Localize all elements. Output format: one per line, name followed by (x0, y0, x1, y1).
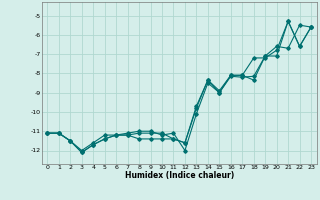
X-axis label: Humidex (Indice chaleur): Humidex (Indice chaleur) (124, 171, 234, 180)
